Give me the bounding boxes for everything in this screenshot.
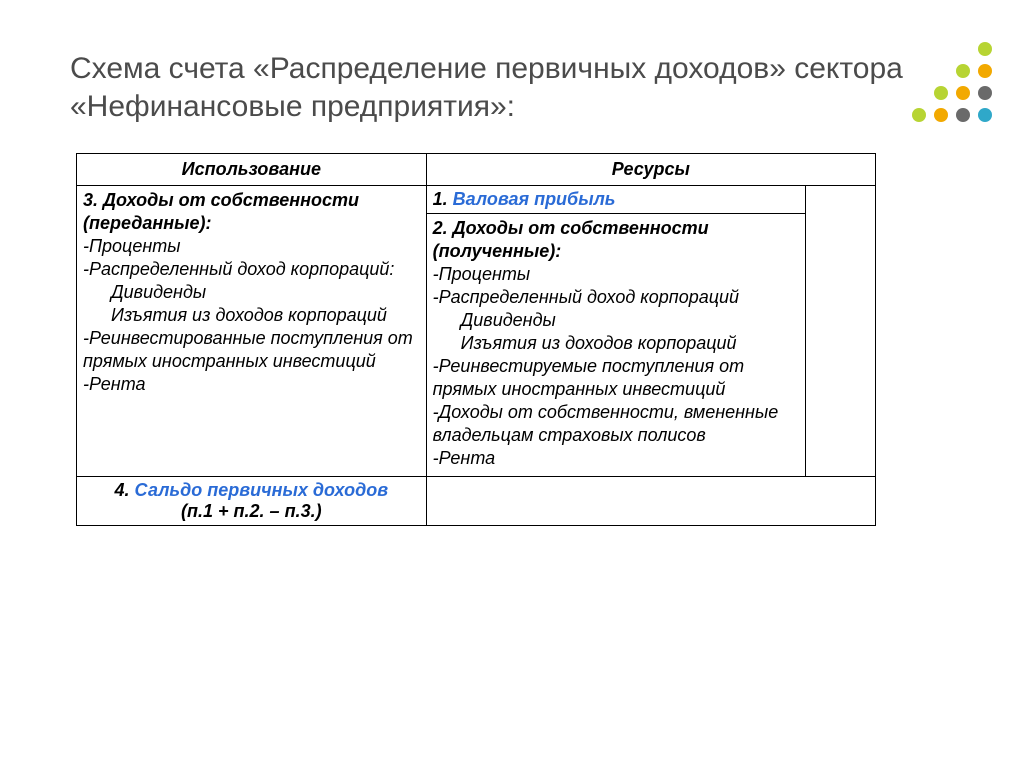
cell-usage-body: 3. Доходы от собственности (переданные):… bbox=[77, 186, 427, 477]
balance-text: Сальдо первичных доходов bbox=[135, 480, 389, 500]
dot-icon bbox=[978, 86, 992, 100]
dot-icon bbox=[956, 64, 970, 78]
balance-formula: (п.1 + п.2. – п.3.) bbox=[181, 501, 322, 521]
res-heading-num: 2. bbox=[433, 218, 453, 238]
usage-heading-num: 3. bbox=[83, 190, 103, 210]
usage-line-4: Изъятия из доходов корпораций bbox=[83, 304, 420, 327]
res-line-2: -Распределенный доход корпораций bbox=[433, 287, 739, 307]
usage-line-5: -Реинвестированные поступления от прямых… bbox=[83, 328, 413, 371]
dot-icon bbox=[978, 42, 992, 56]
decorative-dots bbox=[912, 42, 994, 124]
res-line-3: Дивиденды bbox=[433, 309, 800, 332]
dot-icon bbox=[978, 108, 992, 122]
usage-line-2: -Распределенный доход корпораций: bbox=[83, 259, 394, 279]
slide-title: Схема счета «Распределение первичных дох… bbox=[70, 50, 954, 125]
res-top-num: 1. bbox=[433, 189, 453, 209]
res-line-1: -Проценты bbox=[433, 264, 531, 284]
res-line-5: -Реинвестируемые поступления от прямых и… bbox=[433, 356, 744, 399]
res-line-4: Изъятия из доходов корпораций bbox=[433, 332, 800, 355]
column-header-usage: Использование bbox=[77, 154, 427, 186]
res-heading: Доходы от собственности (полученные): bbox=[433, 218, 709, 261]
res-line-7: -Рента bbox=[433, 448, 496, 468]
dot-icon bbox=[956, 86, 970, 100]
dot-icon bbox=[934, 108, 948, 122]
cell-resources-body: 2. Доходы от собственности (полученные):… bbox=[426, 214, 806, 477]
column-header-resources: Ресурсы bbox=[426, 154, 875, 186]
balance-num: 4. bbox=[115, 480, 135, 500]
usage-line-3: Дивиденды bbox=[83, 281, 420, 304]
dot-icon bbox=[956, 108, 970, 122]
usage-heading: Доходы от собственности (переданные): bbox=[83, 190, 359, 233]
cell-balance-empty bbox=[426, 477, 875, 526]
usage-line-6: -Рента bbox=[83, 374, 146, 394]
cell-balance: 4. Сальдо первичных доходов (п.1 + п.2. … bbox=[77, 477, 427, 526]
cell-gutter-right bbox=[806, 186, 876, 477]
account-table: Использование Ресурсы 3. Доходы от собст… bbox=[76, 153, 876, 526]
res-line-6: -Доходы от собственности, вмененные влад… bbox=[433, 402, 779, 445]
dot-icon bbox=[912, 108, 926, 122]
cell-resources-top: 1. Валовая прибыль bbox=[426, 186, 806, 214]
usage-line-1: -Проценты bbox=[83, 236, 181, 256]
dot-icon bbox=[934, 86, 948, 100]
dot-icon bbox=[978, 64, 992, 78]
res-top-text: Валовая прибыль bbox=[453, 189, 616, 209]
